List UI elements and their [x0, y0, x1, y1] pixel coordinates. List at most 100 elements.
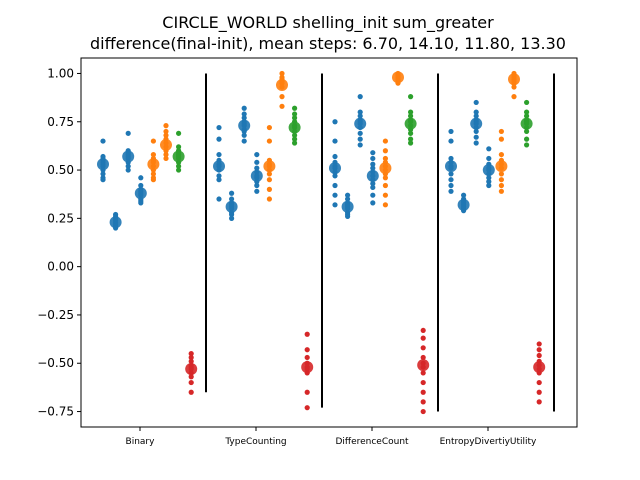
data-point [125, 130, 131, 136]
data-point [357, 94, 363, 100]
data-point [511, 94, 517, 100]
data-point [292, 115, 298, 121]
mean-marker [238, 119, 251, 132]
data-point [304, 405, 310, 411]
data-point [279, 103, 285, 109]
chart-subtitle: difference(final-init), mean steps: 6.70… [90, 34, 566, 53]
data-point [292, 111, 298, 117]
data-point [370, 184, 376, 191]
data-point [216, 151, 222, 158]
mean-marker [147, 158, 160, 171]
data-point [229, 211, 235, 218]
data-point [332, 119, 338, 125]
data-point [357, 113, 363, 119]
group-binary [97, 73, 207, 395]
data-point [370, 165, 376, 171]
mean-marker [470, 117, 483, 130]
group-entropydivertiyutility [445, 70, 555, 412]
mean-marker [366, 169, 379, 182]
x-tick-label: DifferenceCount [335, 437, 409, 447]
data-point [279, 94, 285, 100]
data-point [241, 138, 247, 144]
x-tick-label: EntropyDivertiyUtility [440, 437, 537, 447]
data-point [100, 177, 106, 183]
data-point [229, 215, 235, 221]
data-point [188, 354, 194, 361]
mean-marker [495, 160, 508, 173]
data-point [100, 171, 106, 177]
data-point [357, 130, 363, 136]
mean-marker [263, 160, 276, 173]
data-point [100, 138, 106, 144]
data-point [473, 99, 479, 106]
mean-marker [109, 216, 122, 229]
data-point [473, 134, 479, 140]
y-tick-label: −0.50 [37, 356, 74, 370]
mean-marker [533, 361, 546, 374]
data-point [420, 327, 426, 334]
mean-marker [392, 71, 404, 84]
mean-marker [354, 117, 367, 130]
data-point [524, 109, 530, 115]
plot-marks [97, 70, 555, 415]
data-point [486, 155, 492, 162]
y-tick-label: −0.75 [37, 405, 74, 419]
mean-marker [417, 359, 430, 372]
data-point [279, 70, 285, 77]
data-point [370, 200, 376, 206]
mean-marker [134, 187, 147, 200]
data-point [241, 111, 247, 117]
data-point [266, 171, 272, 177]
data-point [138, 175, 144, 181]
data-point [357, 142, 363, 148]
data-point [461, 192, 467, 198]
data-point [473, 109, 479, 115]
data-point [498, 177, 504, 183]
data-point [304, 331, 310, 337]
data-point [382, 155, 388, 162]
data-point [292, 140, 298, 146]
mean-marker [404, 117, 417, 130]
mean-marker [185, 363, 198, 376]
data-point [536, 399, 542, 405]
data-point [229, 196, 235, 202]
mean-marker [97, 158, 109, 171]
data-point [345, 213, 351, 220]
x-tick-label: TypeCounting [224, 437, 286, 447]
data-point [229, 190, 235, 196]
y-tick-label: 1.00 [47, 66, 74, 80]
data-point [345, 192, 351, 198]
mean-marker [213, 160, 225, 173]
data-point [524, 113, 530, 119]
data-point [292, 136, 298, 142]
data-point [292, 105, 298, 111]
mean-marker [329, 162, 341, 175]
data-point [188, 379, 194, 386]
data-point [486, 182, 492, 189]
mean-marker [225, 200, 238, 213]
data-point [448, 155, 454, 162]
data-point [420, 345, 426, 351]
data-point [254, 151, 260, 158]
data-point [176, 130, 182, 136]
data-point [420, 408, 426, 415]
data-point [163, 155, 169, 162]
data-point [408, 140, 414, 146]
y-tick-label: 0.50 [47, 163, 74, 177]
data-point [254, 159, 260, 165]
data-point [357, 136, 363, 142]
data-point [536, 379, 542, 386]
data-point [498, 171, 504, 177]
data-point [370, 161, 376, 167]
group-differencecount [329, 70, 439, 415]
x-axis: Binary TypeCounting DifferenceCount Entropy… [126, 427, 537, 447]
data-point [448, 138, 454, 144]
data-point [266, 196, 272, 202]
data-point [304, 354, 310, 361]
data-point [511, 84, 517, 90]
data-point [408, 94, 414, 100]
data-point [304, 347, 310, 353]
data-point [138, 200, 144, 206]
data-point [150, 138, 156, 144]
data-point [241, 132, 247, 138]
